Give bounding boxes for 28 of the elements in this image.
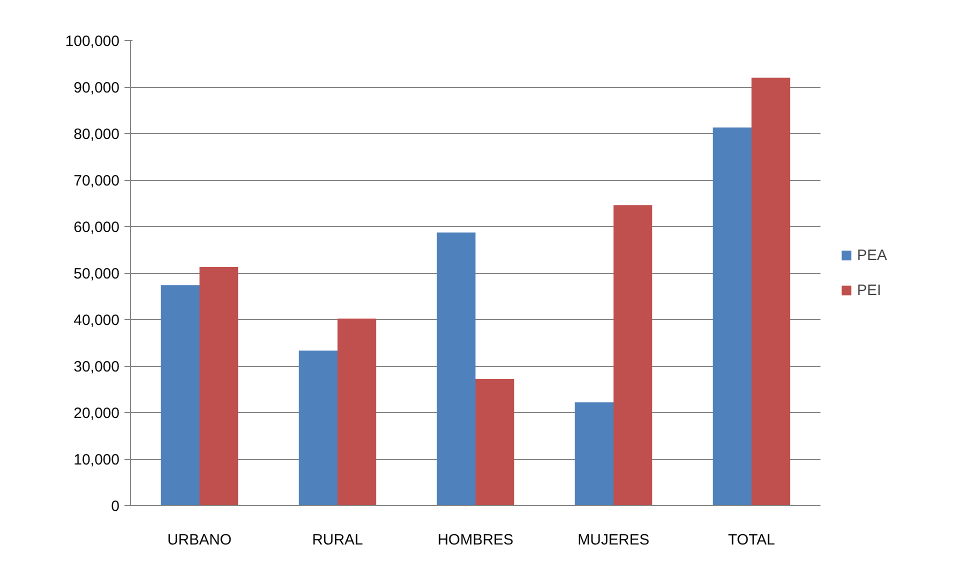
x-tick-label: HOMBRES [438,532,514,548]
bar [476,379,514,506]
y-tick-label: 90,000 [74,80,120,96]
y-tick-label: 70,000 [74,172,120,190]
bar [338,318,376,506]
y-tick-label: 50,000 [74,266,120,282]
x-tick-label: URBANO [167,532,232,548]
y-tick-label: 40,000 [74,312,120,329]
y-tick-label: 20,000 [74,405,120,422]
y-tick-label: 80,000 [74,126,120,143]
y-tick-label: 30,000 [74,358,120,376]
legend-label: PEI [857,282,882,298]
y-tick-label: 60,000 [74,219,120,236]
bar [574,402,614,506]
bar [200,266,238,506]
bar [752,78,790,506]
bar [298,350,338,506]
bar [160,285,200,506]
bar [614,205,652,506]
bar [712,127,752,506]
y-tick-label: 10,000 [74,452,120,468]
y-tick-label: 100,000 [65,33,120,50]
y-tick-label: 0 [111,498,120,515]
x-tick-label: MUJERES [578,532,650,548]
bar [436,232,476,506]
x-tick-label: RURAL [312,532,363,548]
x-tick-label: TOTAL [728,532,775,548]
legend-label: PEA [857,246,888,264]
